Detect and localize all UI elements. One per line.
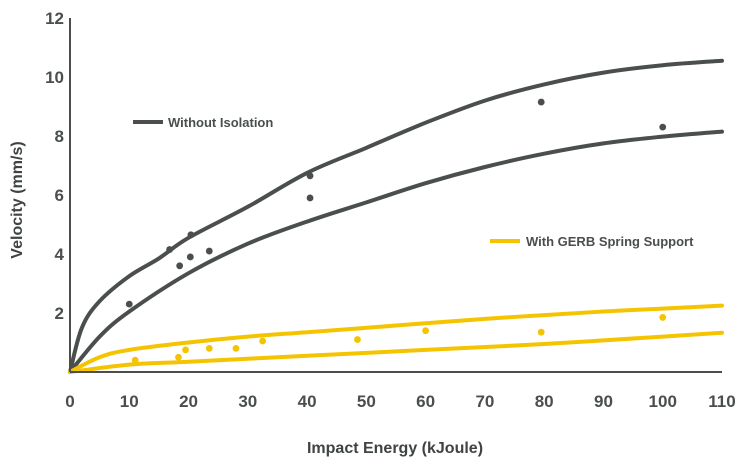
data-point xyxy=(131,356,139,364)
series-0-lower-curve xyxy=(68,129,724,374)
data-point xyxy=(176,262,184,270)
y-tick-labels: 2 4 6 8 10 12 xyxy=(45,9,64,323)
x-axis-title: Impact Energy (kJoule) xyxy=(307,440,483,457)
data-point xyxy=(259,337,267,345)
data-point xyxy=(232,345,240,352)
series-1-lower-curve xyxy=(68,330,724,374)
x-tick-label: 70 xyxy=(475,392,494,411)
y-tick-label: 2 xyxy=(55,304,64,323)
x-tick-label: 20 xyxy=(179,392,198,411)
data-point xyxy=(306,194,314,202)
x-tick-label: 110 xyxy=(708,392,735,411)
y-tick-label: 8 xyxy=(55,127,64,146)
y-tick-label: 12 xyxy=(45,9,64,28)
x-tick-label: 10 xyxy=(120,392,139,411)
legend-with-gerb: With GERB Spring Support xyxy=(490,234,694,249)
x-tick-label: 60 xyxy=(416,392,435,411)
x-tick-labels: 0 10 20 30 40 50 60 70 80 90 100 110 xyxy=(65,392,735,411)
x-tick-label: 100 xyxy=(649,392,677,411)
y-tick-label: 10 xyxy=(45,68,64,87)
legend-label-with-gerb: With GERB Spring Support xyxy=(526,234,694,249)
series-1-upper-curve xyxy=(68,303,724,374)
data-point xyxy=(205,345,213,352)
data-point xyxy=(166,246,173,253)
x-tick-label: 50 xyxy=(357,392,376,411)
data-point xyxy=(175,353,182,361)
series-0-upper-curve xyxy=(68,58,724,374)
data-point xyxy=(354,336,361,343)
x-tick-label: 90 xyxy=(594,392,613,411)
data-point xyxy=(187,231,195,239)
x-tick-label: 30 xyxy=(238,392,257,411)
x-tick-label: 40 xyxy=(298,392,317,411)
y-axis-title: Velocity (mm/s) xyxy=(9,141,26,258)
data-point xyxy=(186,253,194,261)
y-tick-label: 6 xyxy=(55,186,64,205)
data-point xyxy=(659,314,667,321)
data-point xyxy=(306,172,314,180)
fit-curves xyxy=(68,58,724,374)
data-point xyxy=(205,247,213,255)
data-point xyxy=(422,327,430,335)
data-point xyxy=(125,300,133,308)
y-tick-label: 4 xyxy=(55,245,65,264)
data-point xyxy=(537,328,545,336)
x-tick-label: 80 xyxy=(535,392,554,411)
data-point xyxy=(182,346,189,354)
data-point xyxy=(659,123,667,131)
data-point xyxy=(537,98,545,106)
legend-label-without-isolation: Without Isolation xyxy=(168,115,273,130)
x-tick-label: 0 xyxy=(65,392,74,411)
data-points xyxy=(125,98,667,364)
legend-without-isolation: Without Isolation xyxy=(133,115,273,130)
